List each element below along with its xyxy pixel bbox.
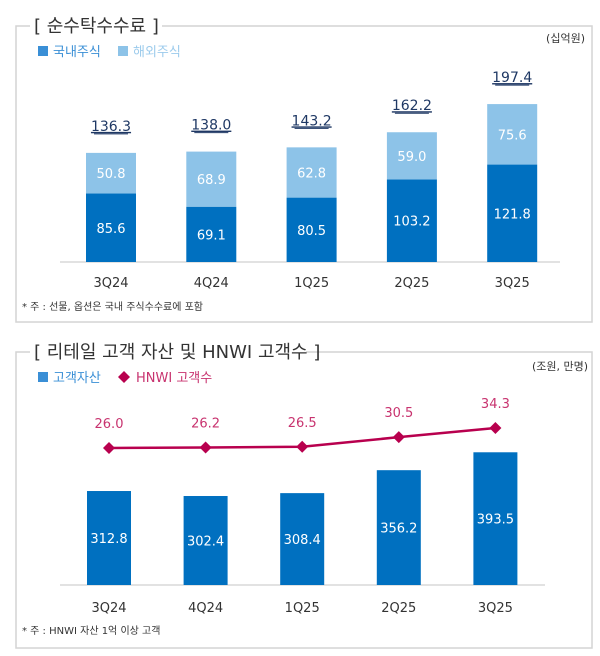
legend-label-assets: 고객자산 <box>53 371 101 386</box>
total-label: 143.2 <box>292 113 332 129</box>
bar-assets <box>280 493 325 585</box>
bar-assets <box>183 496 228 585</box>
data-label-overseas: 62.8 <box>297 166 326 181</box>
legend-swatch-overseas <box>118 46 128 56</box>
footnote: * 주 : 선물, 옵션은 국내 주식수수료에 포함 <box>22 301 203 313</box>
panel-border <box>15 25 593 323</box>
bar-domestic <box>86 193 136 262</box>
footnote: * 주 : HNWI 자산 1억 이상 고객 <box>22 625 160 637</box>
legend-label-domestic: 국내주식 <box>53 45 101 60</box>
bar-domestic <box>286 197 337 262</box>
total-label: 197.4 <box>492 70 532 86</box>
x-tick-label: 2Q25 <box>381 601 416 616</box>
data-label-hnwi: 34.3 <box>481 397 510 412</box>
data-label-domestic: 103.2 <box>393 215 430 230</box>
x-tick-label: 3Q25 <box>478 601 513 616</box>
data-label-hnwi: 26.2 <box>191 417 220 432</box>
x-tick-label: 4Q24 <box>188 601 223 616</box>
legend-label-hnwi: HNWI 고객수 <box>136 371 212 386</box>
hnwi-point-marker <box>392 431 405 444</box>
data-label-hnwi: 30.5 <box>384 406 413 421</box>
data-label-overseas: 59.0 <box>397 150 426 165</box>
data-label-assets: 308.4 <box>284 533 321 548</box>
bar-assets <box>87 491 131 585</box>
hnwi-point-marker <box>199 441 212 454</box>
bar-domestic <box>487 164 538 262</box>
x-tick-label: 3Q25 <box>495 276 530 291</box>
legend-diamond-icon <box>118 371 130 383</box>
bar-assets <box>376 470 421 585</box>
x-tick-label: 2Q25 <box>394 276 429 291</box>
total-label: 138.0 <box>191 118 231 134</box>
x-tick-label: 4Q24 <box>194 276 229 291</box>
hnwi-point-marker <box>103 442 115 454</box>
data-label-domestic: 121.8 <box>494 207 531 222</box>
total-label: 162.2 <box>392 98 432 114</box>
legend-swatch-domestic <box>38 46 48 56</box>
title-gap <box>30 12 162 40</box>
data-label-hnwi: 26.0 <box>95 417 124 432</box>
legend-swatch-assets <box>38 372 48 382</box>
bar-domestic <box>386 179 437 262</box>
x-tick-label: 1Q25 <box>294 276 329 291</box>
legend: 고객자산 HNWI 고객수 <box>38 371 212 386</box>
x-tick-label: 3Q24 <box>91 601 126 616</box>
chart-title: [ 순수탁수수료 ] <box>34 16 159 37</box>
data-label-hnwi: 26.5 <box>288 416 317 431</box>
x-tick-label: 1Q25 <box>285 601 320 616</box>
chart-title: [ 리테일 고객 자산 및 HNWI 고객수 ] <box>34 342 320 363</box>
data-label-assets: 302.4 <box>187 535 224 550</box>
data-label-overseas: 50.8 <box>97 167 126 182</box>
data-label-assets: 356.2 <box>380 522 417 537</box>
data-label-overseas: 68.9 <box>197 173 226 188</box>
data-label-domestic: 69.1 <box>197 228 226 243</box>
bar-overseas <box>487 104 538 165</box>
legend: 국내주식 해외주식 <box>38 45 181 60</box>
data-label-overseas: 75.6 <box>498 128 527 143</box>
bar-overseas <box>386 132 437 180</box>
data-label-assets: 312.8 <box>90 532 127 547</box>
hnwi-point-marker <box>296 440 309 453</box>
bar-overseas <box>86 152 136 194</box>
hnwi-point-marker <box>489 421 502 434</box>
total-label: 136.3 <box>91 119 131 135</box>
data-label-assets: 393.5 <box>477 513 514 528</box>
title-gap <box>30 338 306 366</box>
x-tick-label: 3Q24 <box>93 276 128 291</box>
legend-label-overseas: 해외주식 <box>133 45 181 60</box>
bar-domestic <box>186 206 237 262</box>
bar-overseas <box>286 147 337 198</box>
unit-label: (십억원) <box>546 32 585 45</box>
data-label-domestic: 80.5 <box>297 224 326 239</box>
bar-overseas <box>186 151 237 207</box>
panel-commission: [ 순수탁수수료 ] (십억원) 국내주식 해외주식 85.6 50.8 136.3… <box>15 12 593 323</box>
unit-label: (조원, 만명) <box>532 360 588 373</box>
bar-assets <box>473 452 518 585</box>
data-label-domestic: 85.6 <box>97 222 126 237</box>
panel-retail-assets: [ 리테일 고객 자산 및 HNWI 고객수 ] (조원, 만명) 고객자산 H… <box>15 338 593 649</box>
